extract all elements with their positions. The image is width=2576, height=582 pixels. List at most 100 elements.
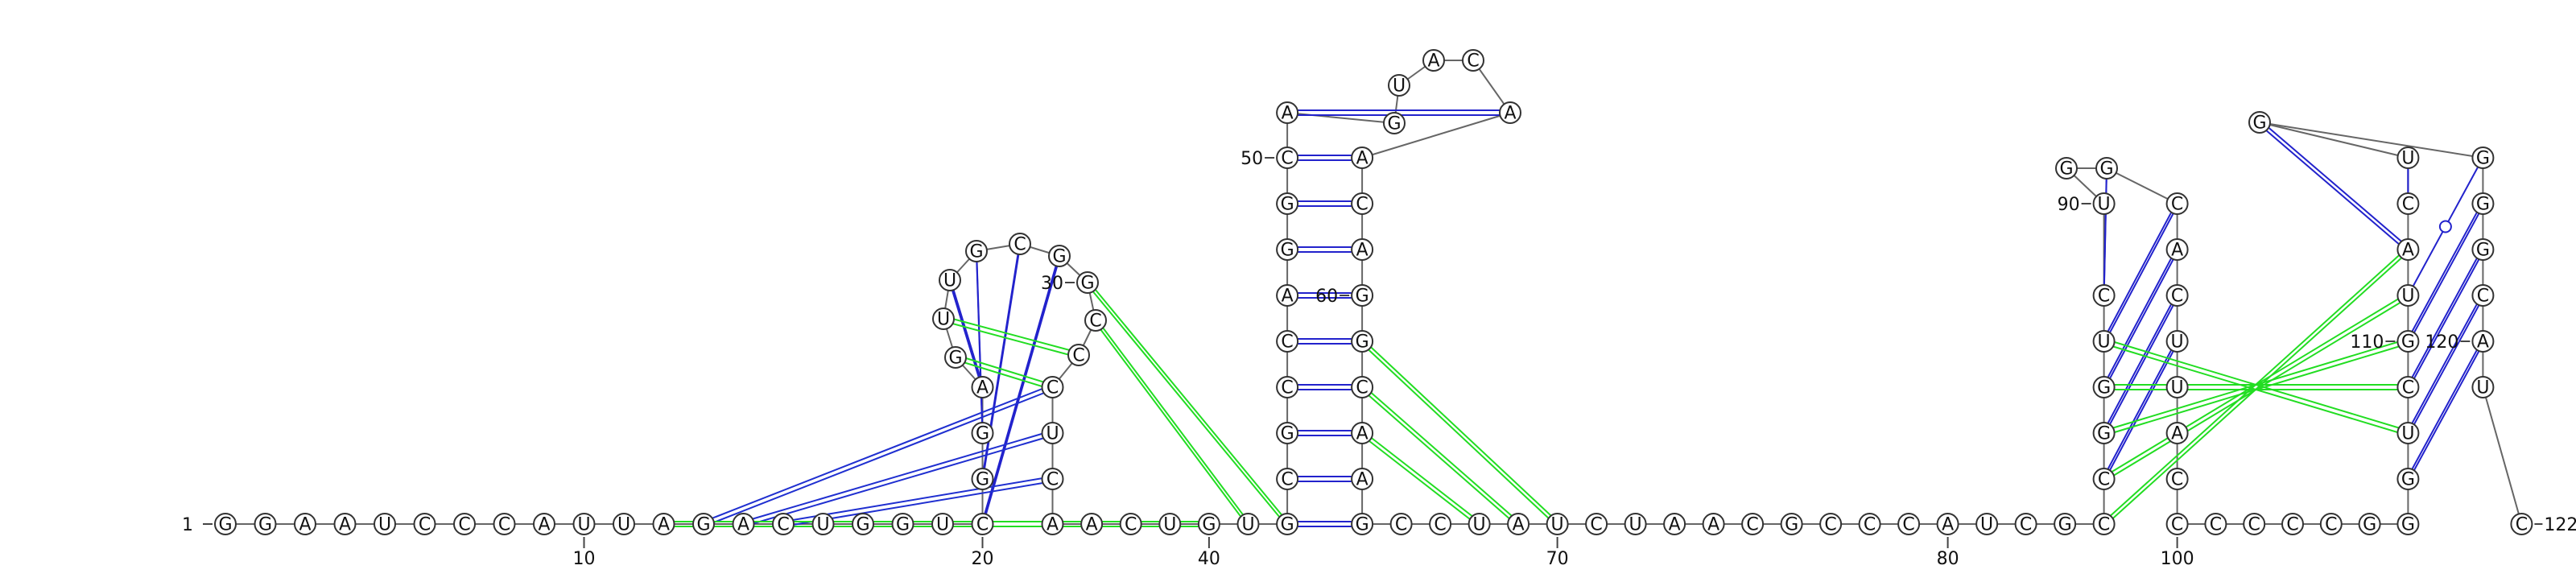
nucleotide-circle	[2319, 513, 2343, 535]
pseudoknot-link-green	[943, 316, 1080, 353]
nucleotide-circle	[1276, 192, 1299, 215]
nucleotide-27: G	[965, 240, 988, 262]
nucleotide-41: U	[1236, 513, 1260, 535]
position-number: 10	[573, 549, 596, 569]
pseudoknot-link-blue	[743, 430, 1053, 522]
nucleotide-87: G	[2092, 376, 2116, 398]
nucleotide-circle	[1041, 376, 1064, 398]
position-number: 20	[972, 549, 994, 569]
nucleotide-circle	[1351, 192, 1374, 215]
base-pair	[2407, 205, 2484, 345]
nucleotide-circle	[1702, 513, 1725, 535]
backbone-segment	[1287, 112, 1395, 124]
nucleotide-102: C	[2243, 513, 2266, 535]
nucleotide-circle	[852, 513, 874, 535]
nucleotide-letter: G	[2476, 149, 2490, 169]
nucleotide-circle	[2165, 468, 2189, 490]
nucleotide-circle	[2358, 513, 2381, 535]
nucleotide-108: U	[2396, 422, 2420, 444]
nucleotide-letter: A	[1282, 104, 1294, 124]
base-pair	[2259, 119, 2409, 248]
nucleotide-95: C	[2165, 284, 2189, 307]
nucleotide-circle	[2165, 513, 2189, 535]
nucleotide-circle	[1276, 513, 1299, 535]
nucleotide-55: C	[1462, 49, 1484, 72]
nucleotide-letter: U	[1393, 76, 1406, 97]
nucleotide-61: G	[1351, 330, 1374, 353]
nucleotide-letter: G	[218, 515, 232, 535]
base-pair	[2407, 246, 2484, 386]
nucleotide-circle	[2165, 376, 2189, 398]
nucleotide-circle	[1351, 147, 1374, 169]
nucleotide-letter: U	[2401, 287, 2414, 307]
nucleotide-circle	[333, 513, 357, 535]
nucleotide-letter: U	[1473, 515, 1486, 535]
nucleotide-76: G	[1780, 513, 1803, 535]
nucleotide-circle	[493, 513, 516, 535]
nucleotide-121: U	[2471, 376, 2495, 398]
nucleotide-letter: G	[2401, 332, 2415, 353]
nucleotide-letter: G	[1052, 247, 1066, 267]
nucleotide-letter: C	[1395, 515, 1407, 535]
pseudoknot-link-green	[1087, 284, 1288, 527]
nucleotide-circle	[772, 513, 795, 535]
nucleotide-circle	[2396, 238, 2420, 261]
pseudoknot-link-green	[1361, 343, 1558, 527]
nucleotide-21: G	[971, 468, 994, 490]
nucleotide-circle	[732, 513, 755, 535]
nucleotide-circle	[971, 468, 994, 490]
base-pair	[2103, 170, 2107, 299]
nucleotide-88: U	[2092, 330, 2116, 353]
nucleotide-letter: A	[2402, 241, 2414, 261]
nucleotide-letter: A	[1356, 424, 1368, 444]
nucleotide-circle	[2396, 284, 2420, 307]
backbone-segment	[2259, 122, 2483, 159]
nucleotide-letter: G	[258, 515, 272, 535]
nucleotide-51: A	[1276, 101, 1299, 124]
nucleotide-letter: U	[816, 515, 829, 535]
nucleotide-letter: C	[2248, 515, 2260, 535]
nucleotide-circle	[1009, 233, 1031, 255]
nucleotide-13: G	[692, 513, 715, 535]
nucleotide-letter: C	[1281, 378, 1293, 398]
nucleotide-47: A	[1276, 284, 1299, 307]
nucleotide-circle	[2471, 284, 2495, 307]
nucleotide-letter: G	[976, 424, 989, 444]
base-pair	[2103, 297, 2178, 436]
nucleotide-16: U	[811, 513, 835, 535]
nucleotide-2: G	[254, 513, 277, 535]
nucleotide-letter: U	[617, 515, 630, 535]
nucleotide-letter: C	[1072, 346, 1084, 366]
nucleotide-80: A	[1936, 513, 1959, 535]
nucleotide-30: G	[1076, 271, 1099, 294]
nucleotide-letter: A	[538, 515, 550, 535]
nucleotide-15: C	[772, 513, 795, 535]
nucleotide-circle	[2396, 192, 2420, 215]
nucleotide-112: A	[2396, 238, 2420, 261]
nucleotide-111: U	[2396, 284, 2420, 307]
nucleotide-94: A	[2165, 238, 2189, 261]
pseudoknot-link-green	[1361, 384, 1519, 522]
nucleotide-circle	[1351, 238, 1374, 261]
nucleotide-33: C	[1041, 376, 1064, 398]
nucleotide-103: C	[2281, 513, 2304, 535]
nucleotide-circle	[1351, 513, 1374, 535]
nucleotide-letter: A	[1356, 149, 1368, 169]
nucleotide-56: A	[1499, 101, 1521, 124]
nucleotide-circle	[2165, 238, 2189, 261]
nucleotide-circle	[1780, 513, 1803, 535]
nucleotide-70: U	[1546, 513, 1569, 535]
nucleotide-letter: C	[2477, 287, 2489, 307]
nucleotide-circle	[2396, 376, 2420, 398]
nucleotide-letter: C	[2020, 515, 2032, 535]
nucleotide-circle	[1507, 513, 1530, 535]
nucleotide-50: C	[1276, 147, 1299, 169]
pseudoknot-link-green	[1361, 338, 1558, 522]
nucleotide-circle	[2055, 157, 2078, 180]
nucleotide-90: U	[2092, 192, 2116, 215]
nucleotide-25: U	[932, 308, 955, 330]
nucleotide-17: G	[852, 513, 874, 535]
nucleotide-letter: G	[1356, 287, 1369, 307]
nucleotide-110: G	[2396, 330, 2420, 353]
